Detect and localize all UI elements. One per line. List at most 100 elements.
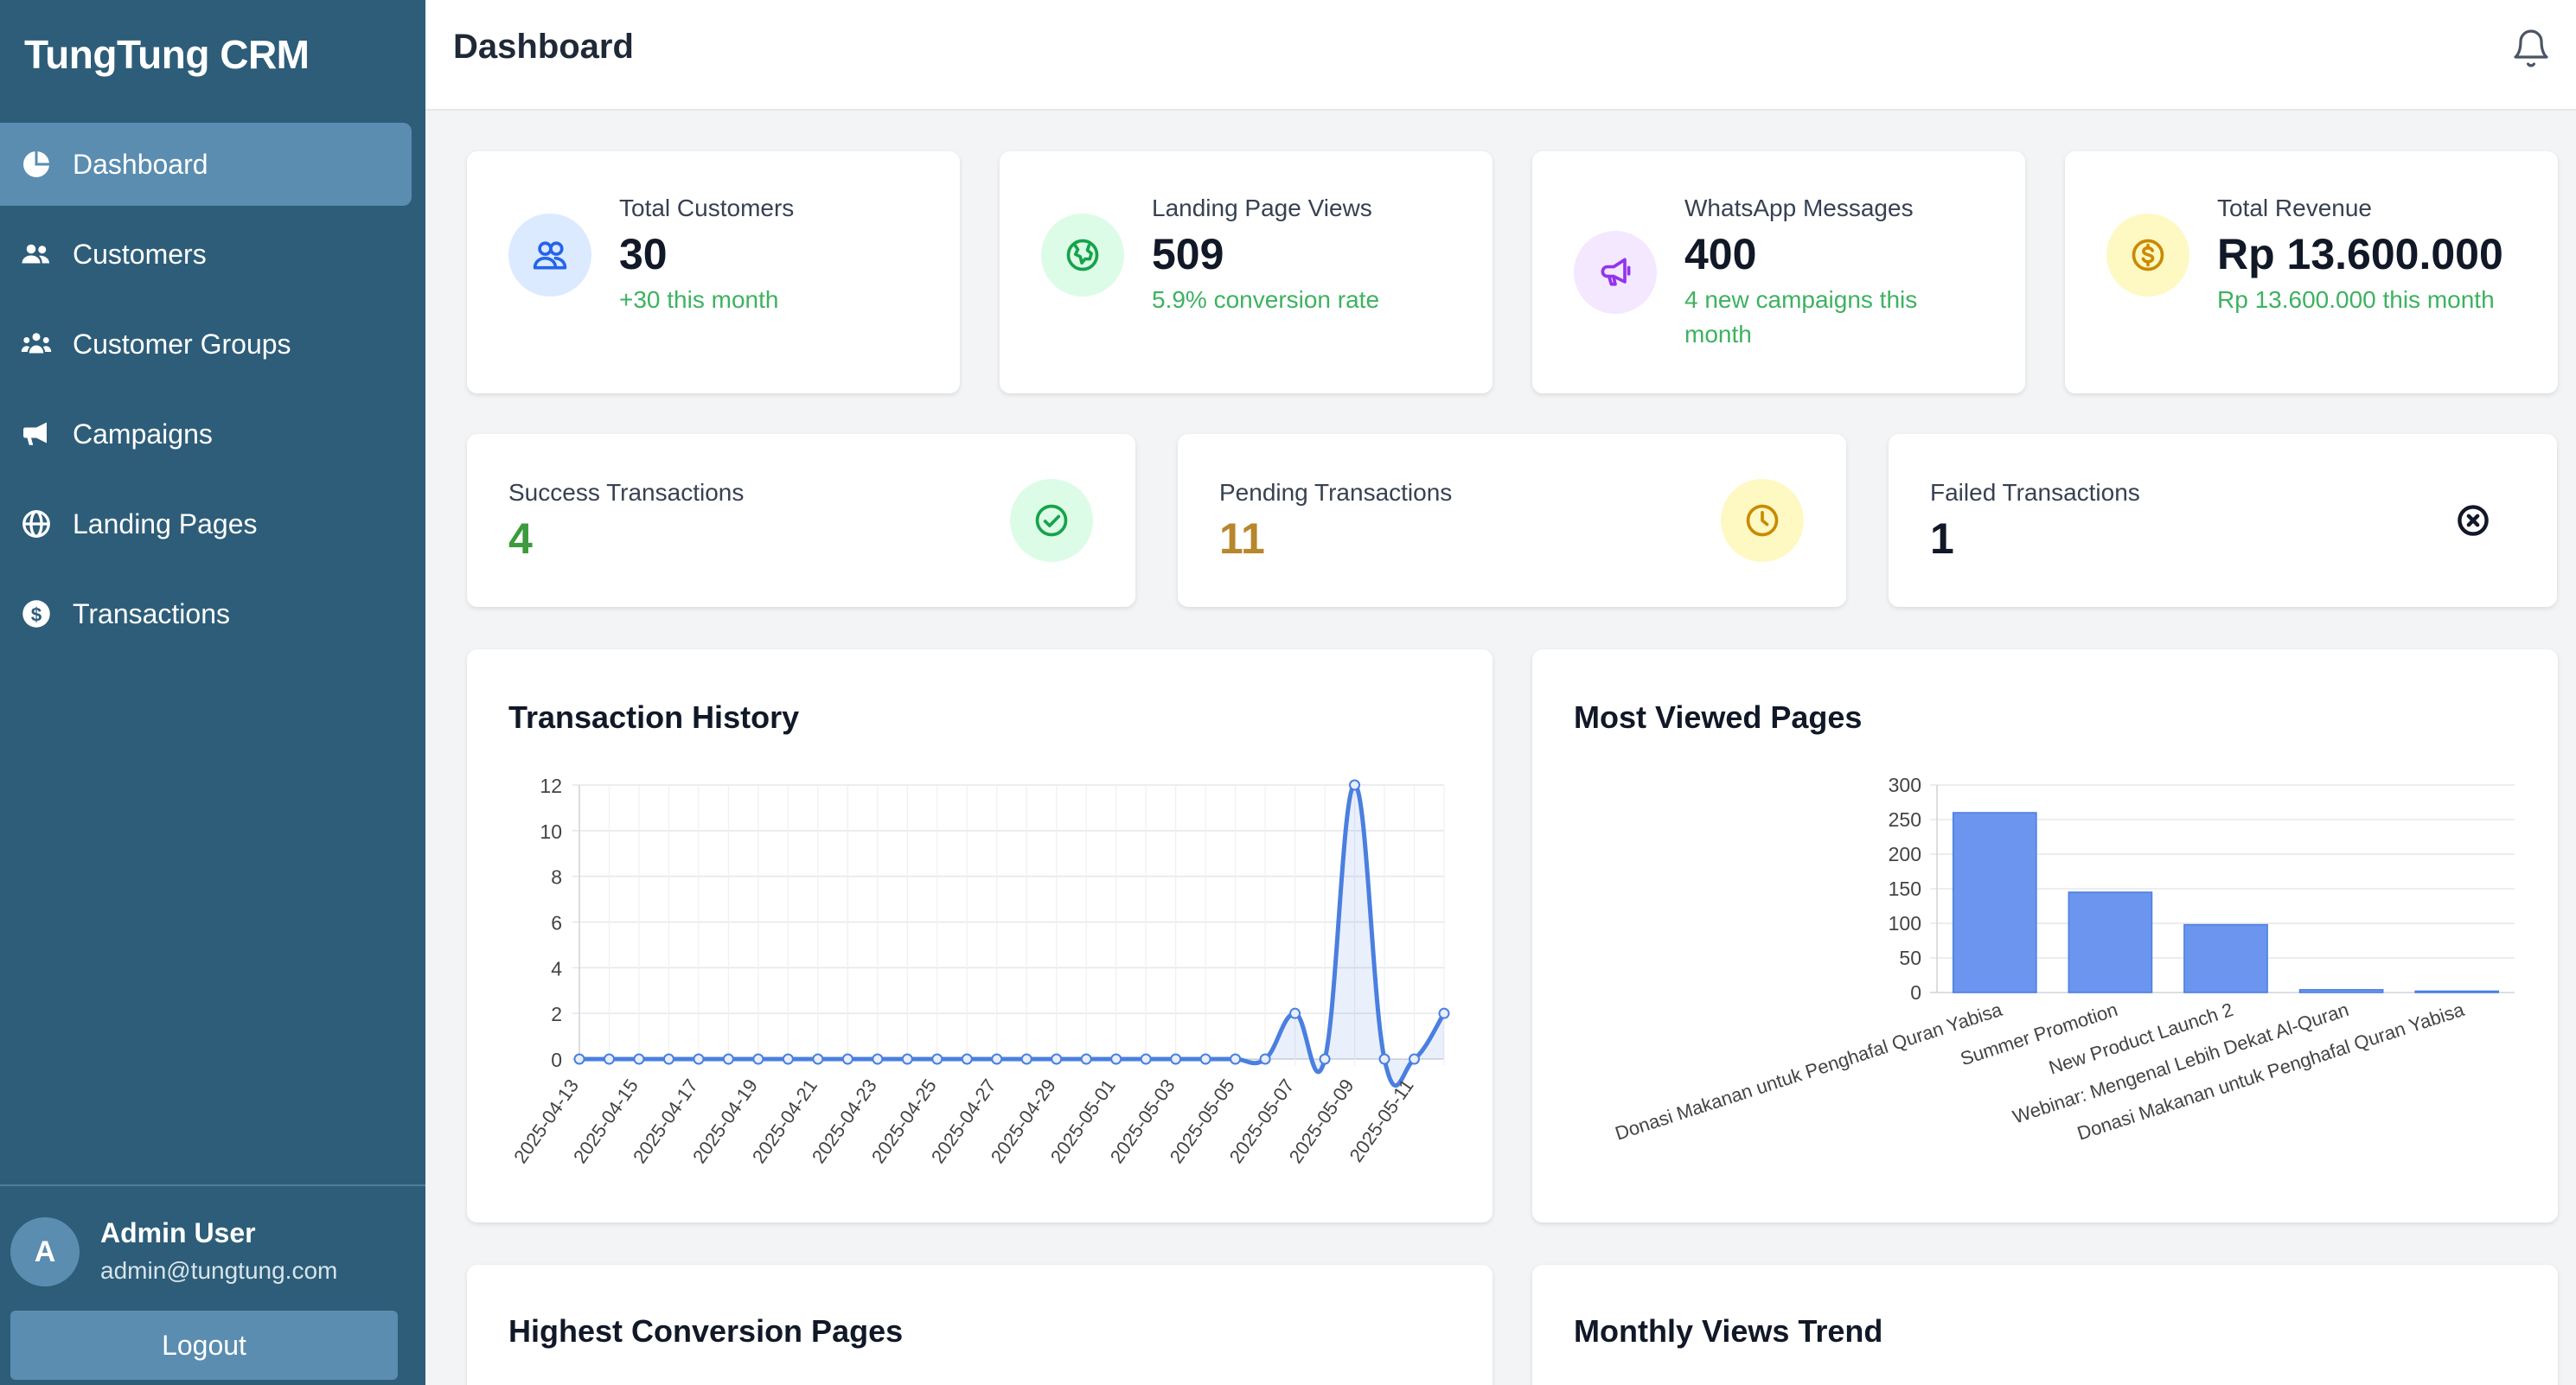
data-point [782,1053,794,1065]
data-point [1140,1053,1152,1065]
data-point [1110,1053,1122,1065]
data-point [1080,1053,1092,1065]
sidebar-item-landing-pages[interactable]: Landing Pages [0,482,425,565]
y-tick-label: 0 [551,1049,562,1071]
y-tick-label: 200 [1889,843,1921,865]
stat-value: 400 [1684,230,1757,278]
data-point [991,1053,1003,1065]
x-circle-icon [2432,479,2515,562]
y-tick-label: 250 [1889,808,1921,831]
user-email: admin@tungtung.com [100,1257,338,1284]
sidebar-item-label: Landing Pages [73,507,258,539]
data-point [841,1053,853,1065]
y-tick-label: 6 [551,912,562,935]
logout-button[interactable]: Logout [10,1311,398,1380]
sidebar-item-campaigns[interactable]: Campaigns [0,393,425,475]
data-point [901,1053,913,1065]
stat-subtext: +30 this month [619,286,779,313]
y-tick-label: 12 [540,775,562,797]
data-point [872,1053,884,1065]
pie-chart-icon [19,147,54,182]
users-icon [508,214,591,297]
sidebar-item-dashboard[interactable]: Dashboard [0,123,412,206]
stat-card-total-customers: Total Customers 30 +30 this month [467,151,960,393]
users-icon [19,237,54,271]
stat-label: WhatsApp Messages [1684,195,1914,221]
bar [2183,923,2268,993]
x-tick-label: Donasi Makanan untuk Penghafal Quran Yab… [1613,999,2005,1145]
section-title: Most Viewed Pages [1574,699,1863,735]
stat-label: Failed Transactions [1930,479,2140,506]
bar [2298,989,2384,993]
stat-label: Success Transactions [508,479,745,506]
y-tick-label: 100 [1889,912,1921,935]
data-point [1289,1007,1301,1019]
clock-icon [1721,479,1804,562]
y-tick-label: 0 [1910,981,1921,1004]
sidebar-item-transactions[interactable]: $ Transactions [0,572,425,655]
data-point [1170,1053,1182,1065]
megaphone-icon [1574,231,1657,314]
sidebar: TungTung CRM Dashboard Customers Custome… [0,0,425,1385]
globe-icon [19,507,54,541]
y-tick-label: 10 [540,820,562,843]
pending-transactions-card: Pending Transactions 11 [1178,434,1846,607]
stat-subtext: 4 new campaigns this month [1684,286,1918,348]
data-point [1199,1053,1211,1065]
sidebar-item-customer-groups[interactable]: Customer Groups [0,303,425,386]
section-title: Highest Conversion Pages [508,1313,904,1349]
series-area [579,785,1444,1086]
bar [2414,990,2500,993]
y-tick-label: 300 [1889,774,1921,796]
sidebar-item-label: Transactions [73,597,230,629]
highest-conversion-pages-card: Highest Conversion Pages [467,1265,1493,1385]
bell-icon[interactable] [2510,28,2552,69]
data-point [722,1053,734,1065]
success-transactions-card: Success Transactions 4 [467,434,1135,607]
sidebar-divider [0,1184,425,1186]
most-viewed-pages-card: Most Viewed Pages 0 50 100 150 200 250 300 Dona… [1532,649,2558,1222]
bar [2068,891,2153,993]
globe-icon [1041,214,1124,297]
data-point [1378,1053,1390,1065]
stat-card-whatsapp-messages: WhatsApp Messages 400 4 new campaigns th… [1532,151,2025,393]
stat-value: 4 [508,514,533,563]
data-point [1020,1053,1032,1065]
stat-label: Pending Transactions [1219,479,1453,506]
user-group-icon [19,327,54,361]
monthly-views-trend-card: Monthly Views Trend [1532,1265,2558,1385]
transaction-history-card: Transaction History 0 2 4 6 8 10 12 2025-04-13 2… [467,649,1493,1222]
stat-value: Rp 13.600.000 [2217,230,2503,278]
stat-card-total-revenue: Total Revenue Rp 13.600.000 Rp 13.600.00… [2065,151,2558,393]
dollar-circle-icon [2106,214,2189,297]
stat-value: 509 [1152,230,1224,278]
y-tick-label: 8 [551,866,562,889]
sidebar-item-label: Dashboard [73,148,208,180]
stat-value: 30 [619,230,668,278]
stat-value: 1 [1930,514,1954,563]
data-point [752,1053,764,1065]
stat-label: Total Customers [619,195,795,221]
top-header: Dashboard [425,0,2576,111]
data-point [573,1053,585,1065]
check-circle-icon [1010,479,1093,562]
stat-label: Total Revenue [2217,195,2373,221]
sidebar-item-customers[interactable]: Customers [0,213,425,296]
y-tick-label: 50 [1899,947,1921,969]
user-name: Admin User [100,1217,256,1248]
sidebar-item-label: Customer Groups [73,328,291,360]
data-point [1438,1007,1450,1019]
page-title: Dashboard [453,28,634,66]
data-point [1051,1053,1063,1065]
data-point [1319,1053,1331,1065]
data-point [812,1053,824,1065]
y-tick-label: 4 [551,957,562,980]
avatar: A [10,1217,80,1286]
stat-value: 11 [1219,514,1265,563]
data-point [633,1053,645,1065]
transaction-history-chart: 0246810122025-04-132025-04-152025-04-172… [509,775,1450,1167]
stat-label: Landing Page Views [1152,195,1372,221]
svg-text:$: $ [31,603,42,625]
y-tick-label: 150 [1889,878,1921,900]
stat-subtext: Rp 13.600.000 this month [2217,286,2495,313]
